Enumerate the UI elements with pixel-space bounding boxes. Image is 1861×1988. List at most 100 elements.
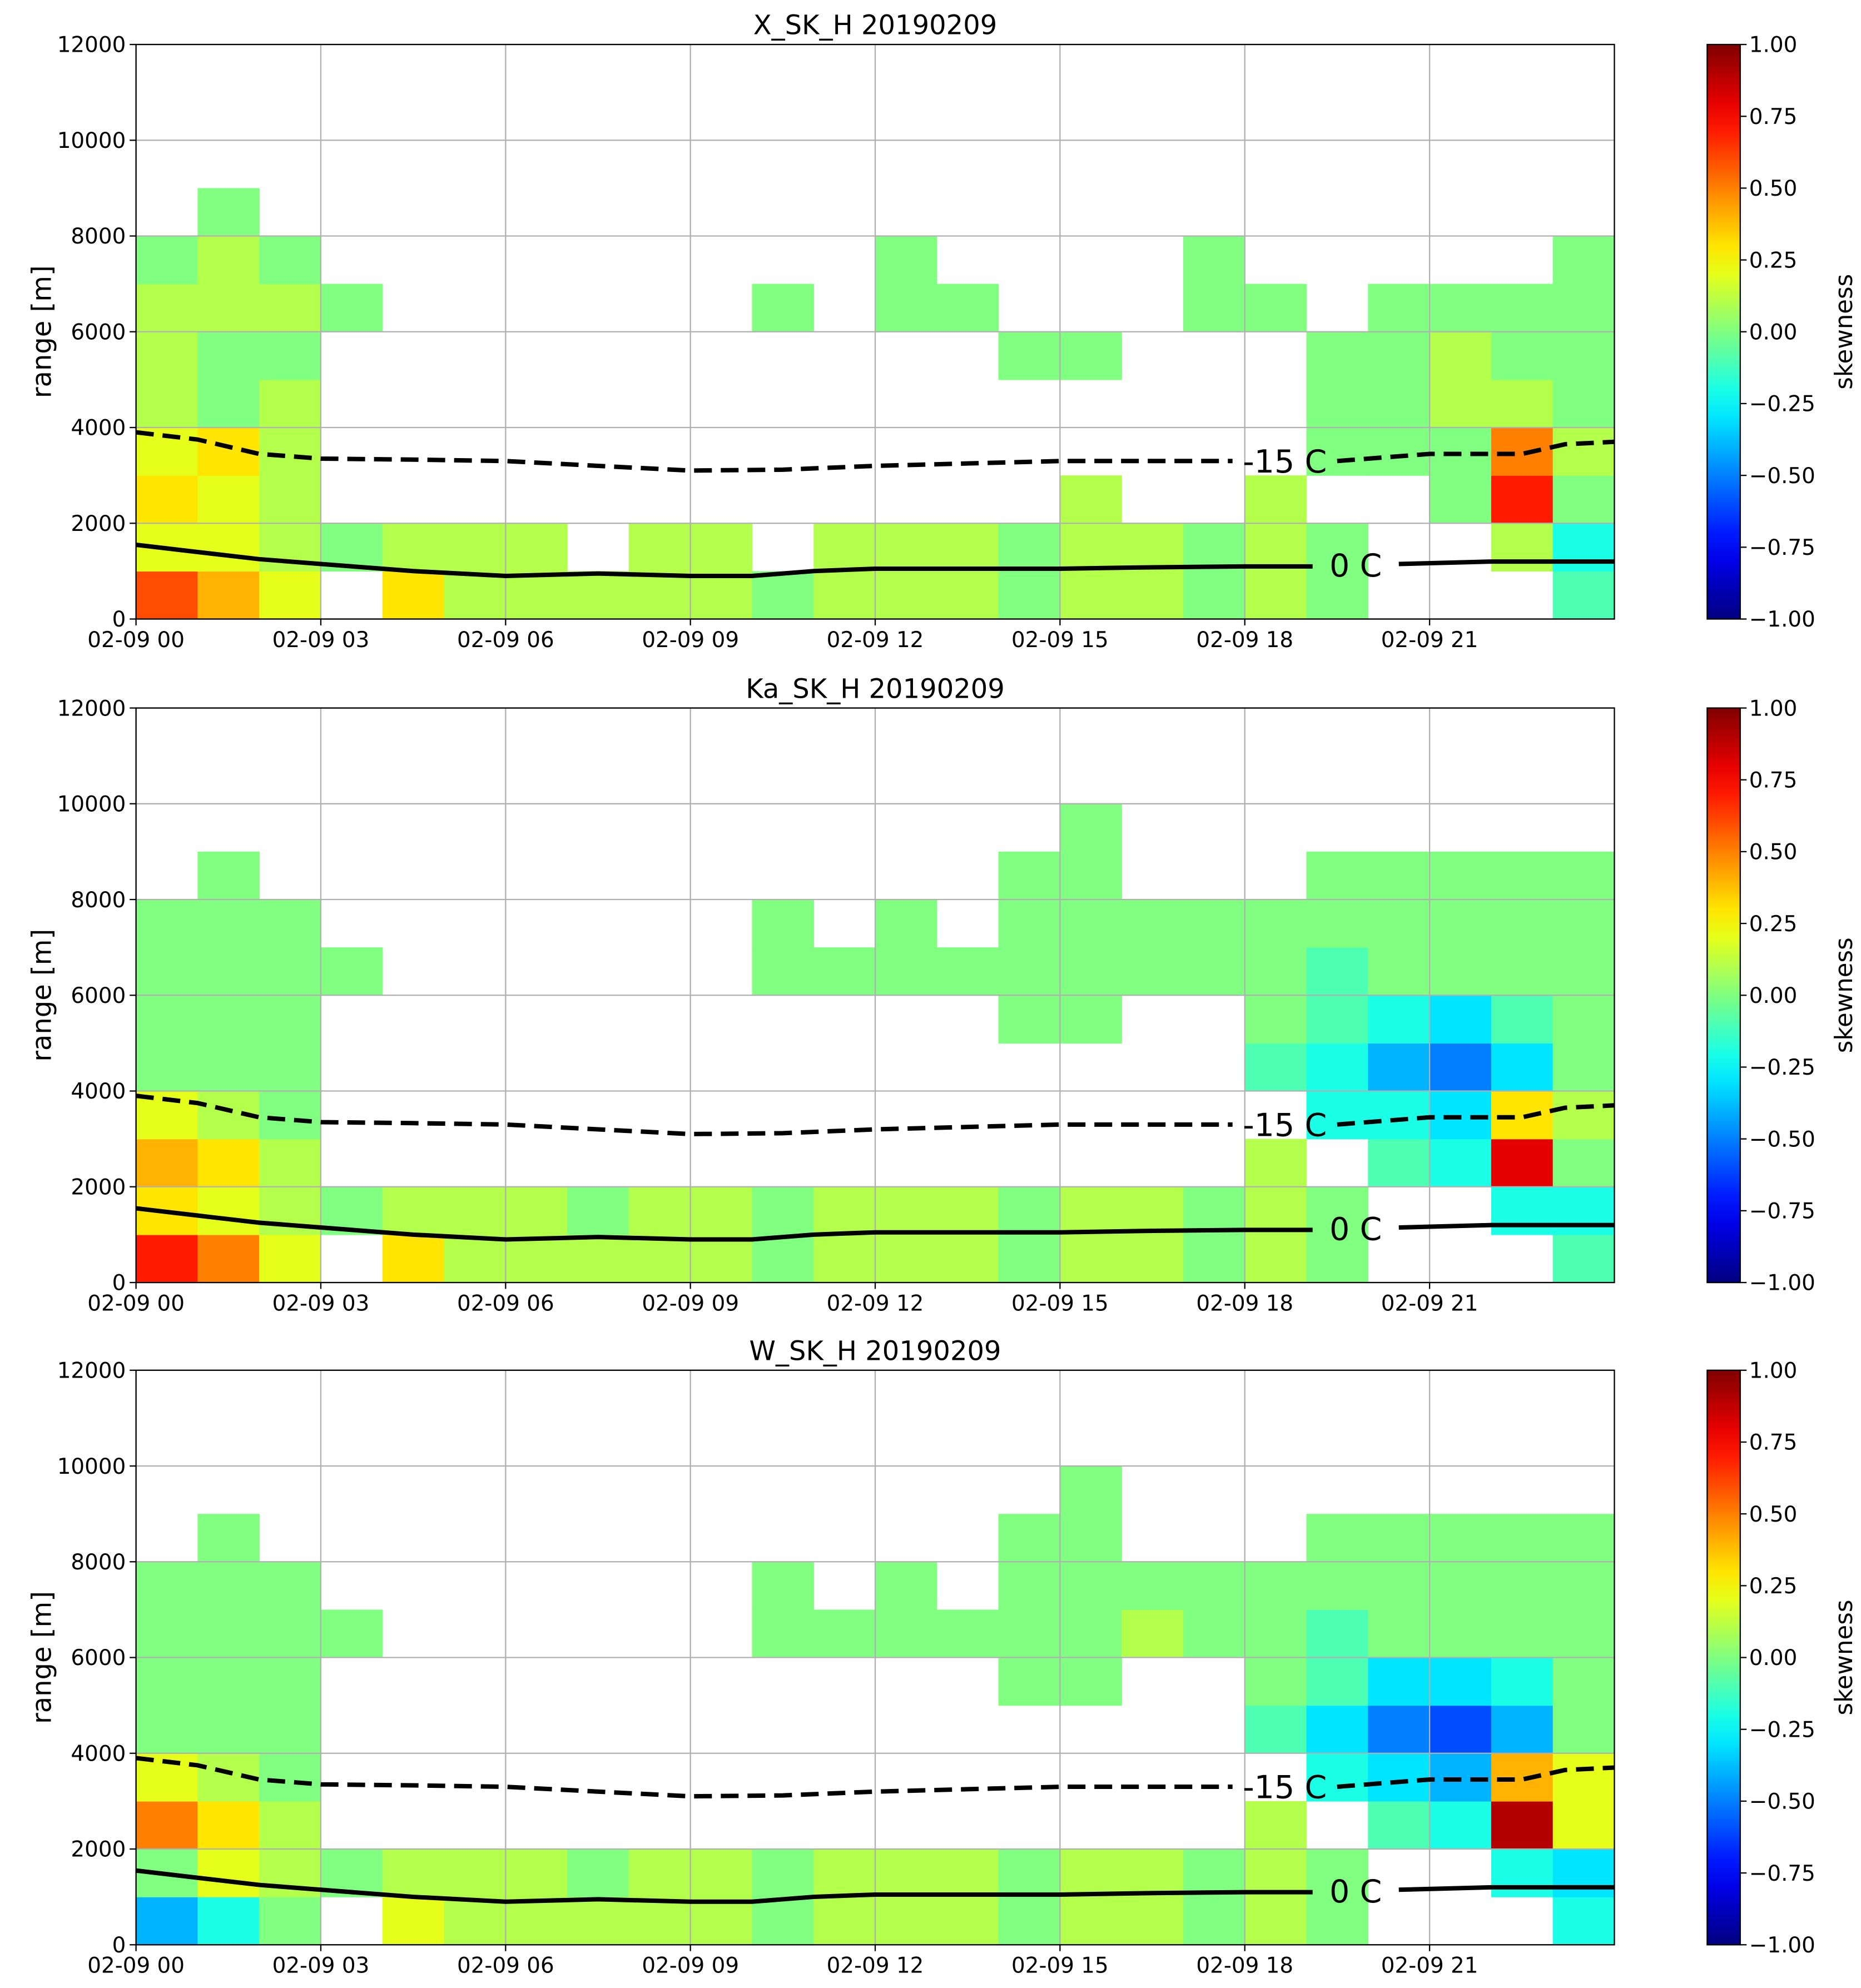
heat-cell [1430, 331, 1492, 380]
heat-cell [259, 1562, 321, 1611]
heat-cell [197, 475, 260, 524]
colorbar-tick-label: −1.00 [1749, 1933, 1815, 1958]
heat-cell [1430, 475, 1492, 524]
heat-cell [813, 1609, 876, 1658]
heat-cell [1552, 851, 1615, 900]
heat-cell [1368, 284, 1430, 332]
heat-cell [259, 1657, 321, 1706]
x-tick-label: 02-09 03 [272, 1954, 370, 1979]
heat-cell [1121, 1849, 1184, 1897]
heat-cell [1491, 523, 1554, 572]
heat-cell [259, 284, 321, 332]
heat-cell [1244, 1609, 1307, 1658]
heat-cell [1244, 1043, 1307, 1092]
heat-cell [1491, 1043, 1554, 1092]
heat-cell [875, 899, 937, 948]
heat-cell [1060, 899, 1122, 948]
heat-cell [197, 1897, 260, 1945]
heat-cell [444, 523, 507, 572]
heat-cell [1060, 947, 1122, 996]
heat-cell [998, 1234, 1061, 1283]
heat-cell [382, 1186, 445, 1235]
heat-cell [998, 1609, 1061, 1658]
heat-cell [259, 995, 321, 1044]
heat-cell [1552, 899, 1615, 948]
colorbar-tick-label: 0.25 [1749, 912, 1798, 937]
heat-cell [752, 1609, 814, 1658]
colorbar-label: skewness [1830, 274, 1858, 390]
heat-cell [1121, 1562, 1184, 1611]
heat-cell [752, 1186, 814, 1235]
colorbar-tick-label: 1.00 [1749, 1359, 1798, 1384]
x-tick-label: 02-09 21 [1381, 1291, 1478, 1316]
heat-cell [1491, 1609, 1554, 1658]
heat-cell [320, 1609, 383, 1658]
heat-cell [1121, 1609, 1184, 1658]
heat-cell [1244, 475, 1307, 524]
heat-cell [1430, 428, 1492, 476]
heat-cell [752, 571, 814, 620]
heat-cell [382, 523, 445, 572]
heat-cell [320, 947, 383, 996]
heat-cell [998, 851, 1061, 900]
heat-cell [444, 1897, 507, 1945]
heat-cell [197, 379, 260, 428]
heat-cell [259, 1897, 321, 1945]
heat-cell [197, 1139, 260, 1187]
heat-cell [1552, 236, 1615, 285]
colorbar-tick-label: 0.75 [1749, 768, 1798, 793]
heat-cell [1121, 947, 1184, 996]
y-tick-label: 8000 [71, 888, 126, 913]
x-tick-label: 02-09 12 [827, 1954, 924, 1979]
heat-cell [136, 379, 198, 428]
heat-cell [1244, 523, 1307, 572]
heat-cell [690, 1849, 753, 1897]
heat-cell [1183, 947, 1245, 996]
x-tick-label: 02-09 12 [827, 1291, 924, 1316]
colorbar-tick-label: 0.50 [1749, 176, 1798, 201]
heat-cell [1430, 995, 1492, 1044]
heat-cell [1552, 1234, 1615, 1283]
heat-cell [567, 1897, 629, 1945]
chart-title: W_SK_H 20190209 [750, 1335, 1001, 1366]
heat-cell [320, 284, 383, 332]
heat-cell [1244, 571, 1307, 620]
heat-cell [1306, 1705, 1369, 1754]
colorbar-tick-label: −0.75 [1749, 535, 1815, 560]
heat-cell [752, 1562, 814, 1611]
heat-cell [197, 995, 260, 1044]
heat-cell [382, 1849, 445, 1897]
heat-cell [752, 899, 814, 948]
heat-cell [197, 1849, 260, 1897]
colorbar-tick-label: 0.00 [1749, 1646, 1798, 1671]
heat-cell [1491, 851, 1554, 900]
heat-cell [1060, 1234, 1122, 1283]
heat-cell [1183, 899, 1245, 948]
heat-cell [505, 1186, 568, 1235]
heat-cell [1552, 1657, 1615, 1706]
heat-cell [628, 1849, 691, 1897]
heat-cell [197, 1514, 260, 1562]
heat-cell [1244, 1657, 1307, 1706]
heat-cell [936, 1234, 999, 1283]
heat-cell [875, 284, 937, 332]
heat-cell [136, 1234, 198, 1283]
heat-cell [1306, 995, 1369, 1044]
heat-cell [136, 571, 198, 620]
heat-cell [1368, 947, 1430, 996]
heat-cell [998, 1849, 1061, 1897]
colorbar-tick-label: −0.25 [1749, 1055, 1815, 1080]
heat-cell [1244, 1139, 1307, 1187]
heat-cell [136, 899, 198, 948]
x-tick-label: 02-09 18 [1196, 1954, 1293, 1979]
heat-cell [197, 236, 260, 285]
y-tick-label: 10000 [57, 1454, 126, 1479]
heat-cell [1552, 1043, 1615, 1092]
colorbar-tick-label: −0.50 [1749, 1790, 1815, 1815]
colorbar-label: skewness [1830, 1600, 1858, 1716]
heat-cell [136, 1139, 198, 1187]
heat-cell [1183, 523, 1245, 572]
heat-cell [875, 1234, 937, 1283]
colorbar-tick-label: −0.75 [1749, 1861, 1815, 1886]
heat-cell [1306, 379, 1369, 428]
